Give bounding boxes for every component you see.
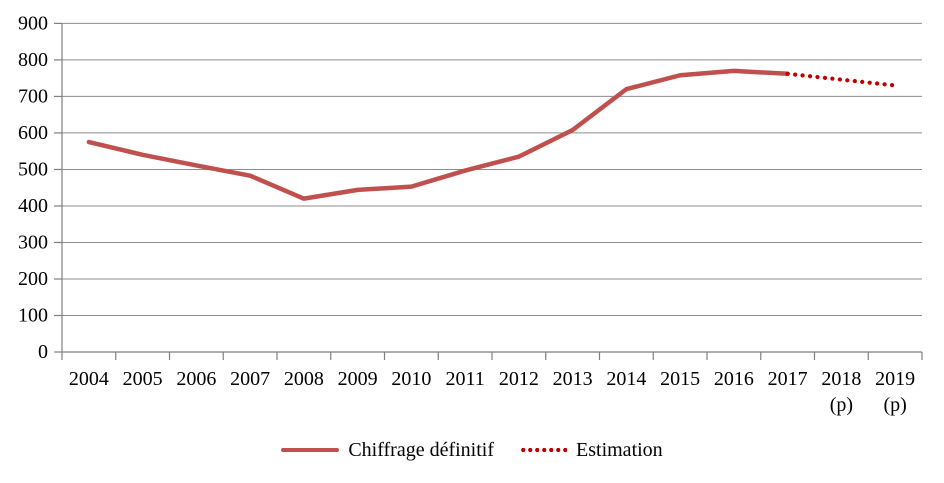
y-tick-label: 100 [18, 304, 48, 326]
x-tick-sublabel: (p) [830, 394, 853, 416]
legend-label-chiffrage-definitif: Chiffrage définitif [348, 438, 495, 461]
x-tick-label: 2004 [69, 368, 109, 390]
series-line-dotted [785, 71, 898, 88]
y-tick-label: 600 [18, 122, 48, 144]
x-tick-sublabel: (p) [883, 394, 906, 416]
solid-line-swatch [281, 448, 340, 452]
x-tick-label: 2007 [230, 368, 270, 390]
y-tick-label: 300 [18, 231, 48, 253]
x-tick-label: 2010 [391, 368, 431, 390]
y-tick-label: 500 [18, 158, 48, 180]
legend: Chiffrage définitif Estimation [0, 432, 944, 468]
x-tick-label: 2017 [768, 368, 808, 390]
legend-item-estimation: Estimation [520, 439, 663, 462]
x-tick-label: 2011 [445, 368, 484, 390]
x-tick-label: 2008 [284, 368, 324, 390]
series-line-solid [86, 68, 790, 201]
x-tick-label: 2012 [499, 368, 539, 390]
x-tick-label: 2009 [338, 368, 378, 390]
x-tick-label: 2013 [553, 368, 593, 390]
x-tick-label: 2005 [123, 368, 163, 390]
y-tick-label: 900 [18, 12, 48, 34]
legend-item-chiffrage-definitif: Chiffrage définitif [281, 439, 494, 462]
y-tick-label: 400 [18, 195, 48, 217]
y-tick-label: 200 [18, 268, 48, 290]
x-tick-label: 2015 [660, 368, 700, 390]
legend-label-estimation: Estimation [576, 438, 663, 461]
x-tick-label: 2016 [714, 368, 754, 390]
x-tick-label: 2014 [606, 368, 646, 390]
plot-svg: 0 100 200 300 400 500 600 700 800 900 2004 2005 2006… [18, 12, 923, 416]
x-tick-label: 2018 [821, 368, 861, 390]
y-tick-label: 700 [18, 85, 48, 107]
y-tick-label: 0 [38, 341, 48, 363]
y-tick-label: 800 [18, 49, 48, 71]
dotted-line-swatch [520, 447, 568, 453]
x-tick-label: 2019 [875, 368, 915, 390]
x-tick-label: 2006 [176, 368, 216, 390]
